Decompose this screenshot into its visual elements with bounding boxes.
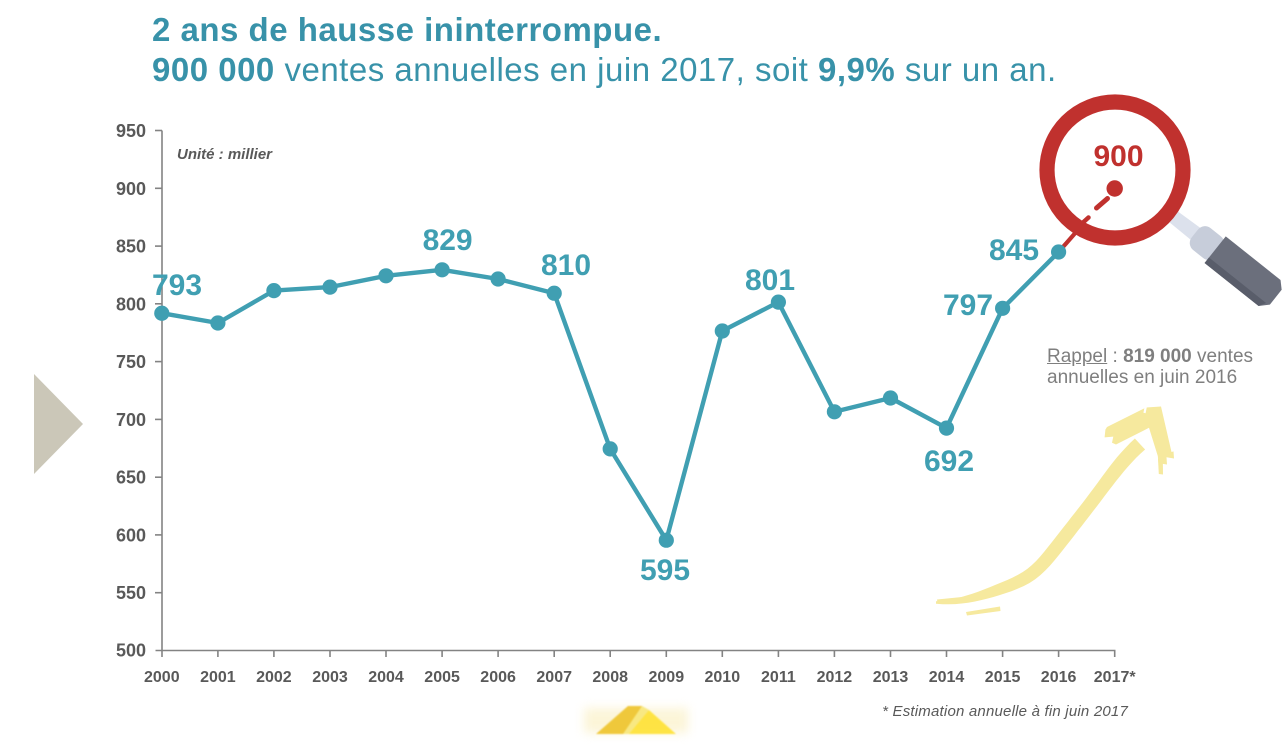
svg-text:801: 801 <box>745 264 795 297</box>
svg-text:500: 500 <box>116 641 146 661</box>
svg-text:750: 750 <box>116 352 146 372</box>
svg-text:900: 900 <box>1093 140 1143 173</box>
svg-text:800: 800 <box>116 294 146 314</box>
svg-text:700: 700 <box>116 410 146 430</box>
svg-text:810: 810 <box>541 249 591 282</box>
svg-text:692: 692 <box>924 445 974 478</box>
svg-text:900: 900 <box>116 179 146 199</box>
svg-text:2016: 2016 <box>1041 669 1077 686</box>
svg-text:2017*: 2017* <box>1094 669 1137 686</box>
svg-text:2011: 2011 <box>761 669 796 686</box>
svg-text:2004: 2004 <box>368 669 404 686</box>
svg-text:2005: 2005 <box>424 669 460 686</box>
svg-text:2014: 2014 <box>929 669 965 686</box>
svg-text:600: 600 <box>116 525 146 545</box>
svg-text:2010: 2010 <box>705 669 741 686</box>
svg-text:2002: 2002 <box>256 669 292 686</box>
svg-text:793: 793 <box>152 269 202 302</box>
svg-text:2000: 2000 <box>144 669 180 686</box>
svg-text:2008: 2008 <box>592 669 628 686</box>
svg-text:2006: 2006 <box>480 669 516 686</box>
svg-text:850: 850 <box>116 237 146 257</box>
svg-text:2007: 2007 <box>536 669 572 686</box>
svg-text:2001: 2001 <box>200 669 236 686</box>
svg-text:595: 595 <box>640 554 690 587</box>
svg-text:650: 650 <box>116 468 146 488</box>
svg-text:550: 550 <box>116 583 146 603</box>
svg-text:2009: 2009 <box>649 669 685 686</box>
svg-text:845: 845 <box>989 234 1039 267</box>
svg-text:2013: 2013 <box>873 669 909 686</box>
svg-text:2015: 2015 <box>985 669 1021 686</box>
svg-text:797: 797 <box>943 289 993 322</box>
svg-text:829: 829 <box>423 224 473 257</box>
svg-text:2012: 2012 <box>817 669 853 686</box>
svg-text:950: 950 <box>116 121 146 141</box>
svg-text:2003: 2003 <box>312 669 348 686</box>
